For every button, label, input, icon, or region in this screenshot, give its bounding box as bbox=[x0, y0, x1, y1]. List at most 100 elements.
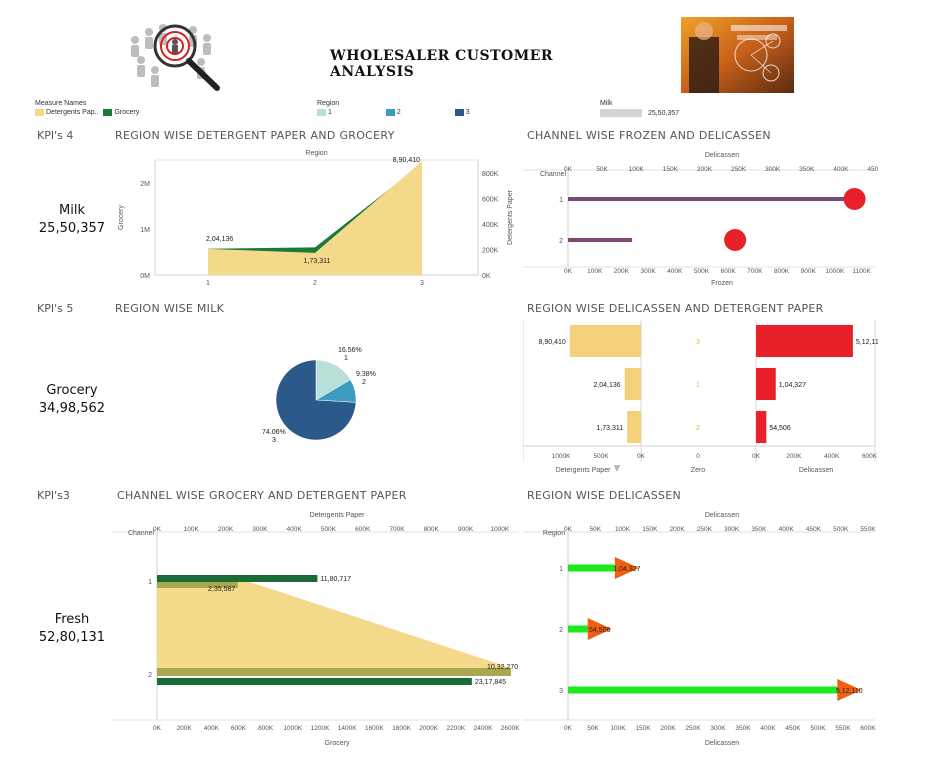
delicassen-dot bbox=[843, 188, 866, 210]
delicassen-value-label: 54,506 bbox=[589, 627, 611, 634]
top-axis-title: Delicassen bbox=[705, 152, 739, 159]
bottom-tick-label: 600K bbox=[721, 268, 737, 275]
top-tick-label: 400K bbox=[287, 526, 303, 533]
left-tick-label: 500K bbox=[593, 453, 609, 460]
grocery-value-label: 23,17,845 bbox=[475, 679, 506, 686]
delicassen-bar bbox=[756, 368, 776, 400]
bottom-tick-label: 1400K bbox=[338, 725, 357, 732]
region-detergent-grocery-chart: Region 1 2 3 0M 1M 2M Grocery 0K 200K 400K 600K 800K… bbox=[118, 150, 514, 287]
bottom-tick-label: 1100K bbox=[852, 268, 871, 275]
y-tick-label: 3 bbox=[559, 688, 563, 695]
milk-legend-title: Milk bbox=[600, 100, 613, 107]
legend-item-region-2[interactable]: 2 bbox=[385, 109, 401, 117]
top-tick-label: 150K bbox=[642, 526, 658, 533]
x-tick-label: 2 bbox=[313, 280, 317, 287]
bottom-tick-label: 150K bbox=[635, 725, 651, 732]
section-title: REGION WISE DELICASSEN AND DETERGENT PAP… bbox=[527, 302, 824, 315]
section-title: CHANNEL WISE GROCERY AND DETERGENT PAPER bbox=[117, 489, 407, 502]
right-y-tick-label: 400K bbox=[482, 222, 499, 229]
legend-item-grocery[interactable]: Grocery bbox=[103, 109, 139, 116]
bottom-tick-label: 0K bbox=[564, 725, 573, 732]
right-y-tick-label: 0K bbox=[482, 273, 491, 280]
bottom-tick-label: 200K bbox=[614, 268, 630, 275]
bottom-tick-label: 100K bbox=[587, 268, 603, 275]
bottom-tick-label: 400K bbox=[204, 725, 220, 732]
top-tick-label: 150K bbox=[663, 166, 679, 173]
bottom-tick-label: 500K bbox=[810, 725, 826, 732]
top-tick-label: 50K bbox=[596, 166, 608, 173]
right-y-tick-label: 600K bbox=[482, 196, 499, 203]
legend-swatch bbox=[35, 109, 44, 116]
grocery-bar bbox=[157, 575, 318, 582]
bottom-tick-label: 600K bbox=[860, 725, 876, 732]
delicassen-value-label: 5,12,110 bbox=[836, 688, 863, 695]
delicassen-value-label: 1,04,327 bbox=[779, 382, 806, 389]
top-tick-label: 200K bbox=[669, 526, 685, 533]
milk-legend: Milk 25,50,357 bbox=[600, 100, 750, 117]
delicassen-bar bbox=[756, 325, 853, 357]
section-title: REGION WISE MILK bbox=[115, 302, 225, 315]
legend-item-region-3[interactable]: 3 bbox=[454, 109, 470, 116]
legend-item-label: 2 bbox=[396, 109, 401, 117]
right-y-axis-title: Detergents Paper bbox=[507, 189, 514, 245]
data-label: 2,04,136 bbox=[206, 236, 233, 243]
section-title: REGION WISE DELICASSEN bbox=[527, 489, 682, 502]
detergents-bar bbox=[157, 668, 511, 676]
top-tick-label: 800K bbox=[424, 526, 440, 533]
top-tick-label: 900K bbox=[458, 526, 474, 533]
bottom-tick-label: 2400K bbox=[474, 725, 493, 732]
left-y-axis-title: Grocery bbox=[118, 205, 125, 230]
dashboard-title: WHOLESALER CUSTOMER ANALYSIS bbox=[330, 48, 554, 80]
top-tick-label: 100K bbox=[629, 166, 645, 173]
top-tick-label: 250K bbox=[697, 526, 713, 533]
left-tick-label: 0K bbox=[637, 453, 646, 460]
legend-item-detergents[interactable]: Detergents Pap.. bbox=[35, 109, 99, 116]
frozen-bar bbox=[568, 238, 633, 242]
bottom-tick-label: 100K bbox=[610, 725, 626, 732]
right-tick-label: 0K bbox=[752, 453, 761, 460]
delicassen-value-label: 5,12,110 bbox=[856, 339, 878, 346]
legend-item-region-1[interactable]: 1 bbox=[317, 109, 332, 116]
kpi-section-label: KPI's3 bbox=[37, 489, 70, 502]
detergents-value-label: 2,35,587 bbox=[208, 586, 235, 593]
delicassen-marker bbox=[837, 679, 862, 701]
y-tick-label: 2 bbox=[559, 238, 563, 245]
bottom-tick-label: 400K bbox=[760, 725, 776, 732]
bottom-tick-label: 1800K bbox=[392, 725, 411, 732]
left-y-tick-label: 0M bbox=[140, 273, 150, 280]
measure-names-legend: Measure Names Detergents Pap.. Grocery bbox=[35, 100, 295, 116]
data-label: 8,90,410 bbox=[393, 157, 420, 164]
bottom-axis-title: Frozen bbox=[711, 280, 733, 287]
y-axis-title: Channel bbox=[128, 530, 155, 537]
pie-region-label: 3 bbox=[272, 437, 276, 444]
legend-item-label: 1 bbox=[328, 109, 332, 117]
detergents-bar bbox=[627, 411, 641, 443]
top-tick-label: 1000K bbox=[490, 526, 509, 533]
right-tick-label: 200K bbox=[786, 453, 802, 460]
top-tick-label: 350K bbox=[799, 166, 815, 173]
region-delicassen-detergent-chart: 8,90,410 3 5,12,110 2,04,136 1 1,04,327 1,73,3… bbox=[523, 320, 878, 474]
detergents-value-label: 8,90,410 bbox=[539, 339, 566, 346]
pie-slice bbox=[275, 359, 357, 441]
top-tick-label: 300K bbox=[252, 526, 268, 533]
top-tick-label: 400K bbox=[779, 526, 795, 533]
bottom-tick-label: 700K bbox=[747, 268, 763, 275]
top-tick-label: 450K bbox=[867, 166, 878, 173]
kpi-name: Grocery bbox=[46, 383, 98, 398]
bottom-tick-label: 2200K bbox=[446, 725, 465, 732]
y-tick-label: 1 bbox=[559, 566, 563, 573]
top-tick-label: 200K bbox=[697, 166, 713, 173]
section-title: REGION WISE DETERGENT PAPER AND GROCERY bbox=[115, 129, 395, 142]
top-tick-label: 50K bbox=[589, 526, 601, 533]
kpi-value: 25,50,357 bbox=[38, 221, 106, 236]
left-tick-label: 1000K bbox=[552, 453, 571, 460]
top-tick-label: 550K bbox=[860, 526, 876, 533]
pie-percent-label: 74.06% bbox=[262, 429, 286, 436]
milk-legend-bar bbox=[600, 109, 642, 117]
bottom-tick-label: 1600K bbox=[365, 725, 384, 732]
detergents-bar bbox=[624, 368, 641, 400]
y-axis-title: Channel bbox=[540, 171, 567, 178]
pie-region-label: 2 bbox=[362, 379, 366, 386]
top-axis-title: Detergents Paper bbox=[310, 512, 366, 519]
